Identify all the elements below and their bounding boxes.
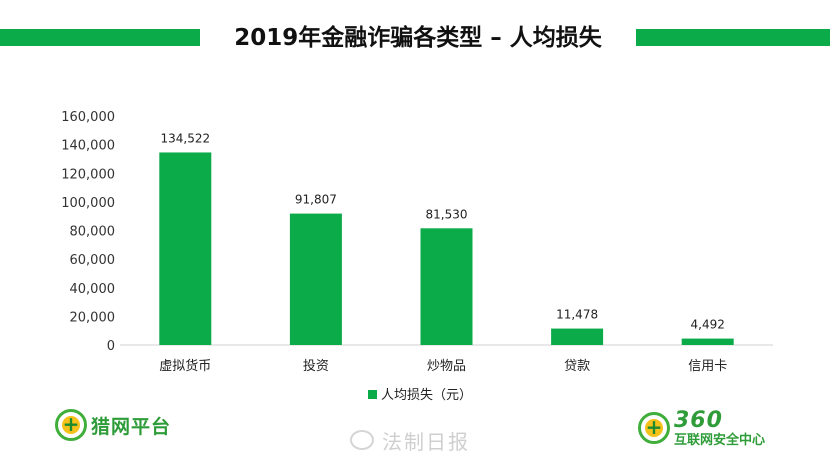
y-tick-label: 0 bbox=[107, 339, 115, 354]
y-tick-label: 80,000 bbox=[70, 225, 116, 240]
logo-360-subtext: 互联网安全中心 bbox=[674, 432, 766, 448]
y-tick-label: 120,000 bbox=[61, 167, 115, 182]
watermark-text: 法制日报 bbox=[382, 429, 470, 454]
data-label: 4,492 bbox=[691, 318, 725, 332]
category-label: 炒物品 bbox=[427, 359, 466, 374]
category-label: 贷款 bbox=[564, 359, 590, 374]
bar bbox=[289, 213, 342, 345]
bar bbox=[681, 338, 734, 345]
y-tick-label: 20,000 bbox=[70, 310, 116, 325]
header-bar-left bbox=[0, 29, 200, 46]
bar bbox=[159, 152, 212, 345]
logo-left-text: 猎网平台 bbox=[91, 415, 172, 438]
data-label: 11,478 bbox=[556, 308, 598, 322]
data-label: 81,530 bbox=[426, 207, 468, 221]
category-label: 虚拟货币 bbox=[159, 358, 211, 374]
y-tick-label: 140,000 bbox=[61, 139, 115, 154]
logo-360-text: 360 bbox=[674, 407, 723, 433]
legend-swatch bbox=[368, 390, 377, 399]
data-label: 91,807 bbox=[295, 193, 337, 207]
y-tick-label: 60,000 bbox=[70, 253, 116, 268]
legend-label: 人均损失（元） bbox=[381, 388, 472, 403]
y-tick-label: 100,000 bbox=[61, 196, 115, 211]
bar bbox=[551, 328, 604, 345]
logo-mark-icon bbox=[55, 409, 87, 441]
category-label: 投资 bbox=[303, 358, 329, 374]
weibo-icon bbox=[350, 430, 374, 450]
y-tick-label: 160,000 bbox=[61, 110, 115, 125]
lieWang-logo: 猎网平台 bbox=[55, 405, 171, 445]
logo-mark-icon bbox=[638, 412, 670, 444]
logo-360: 360 互联网安全中心 bbox=[638, 408, 765, 448]
category-label: 信用卡 bbox=[688, 359, 727, 374]
page-title: 2019年金融诈骗各类型 – 人均损失 bbox=[234, 25, 602, 51]
data-label: 134,522 bbox=[160, 131, 210, 145]
watermark: 法制日报 bbox=[350, 426, 470, 454]
header-bar-right bbox=[636, 29, 830, 46]
bar bbox=[420, 228, 473, 345]
y-tick-label: 40,000 bbox=[70, 282, 116, 297]
